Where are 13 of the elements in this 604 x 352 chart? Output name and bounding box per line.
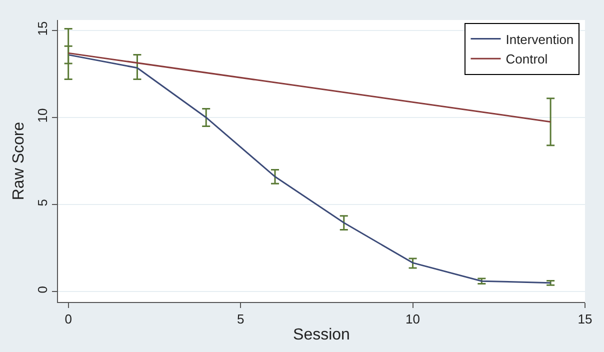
legend-label: Intervention [506, 32, 574, 47]
x-tick-label: 10 [406, 312, 420, 327]
line-series [68, 54, 552, 284]
y-tick-label: 0 [34, 286, 50, 294]
x-tick-label: 5 [236, 312, 244, 327]
y-tick-label: 10 [34, 108, 50, 123]
y-axis-title: Raw Score [10, 122, 28, 200]
x-axis-title: Session [293, 326, 350, 344]
legend-label: Control [506, 52, 548, 67]
y-tick-label: 5 [34, 198, 50, 206]
y-tick-label: 15 [34, 21, 50, 36]
x-tick-label: 15 [578, 312, 592, 327]
x-tick-label: 0 [64, 312, 72, 327]
